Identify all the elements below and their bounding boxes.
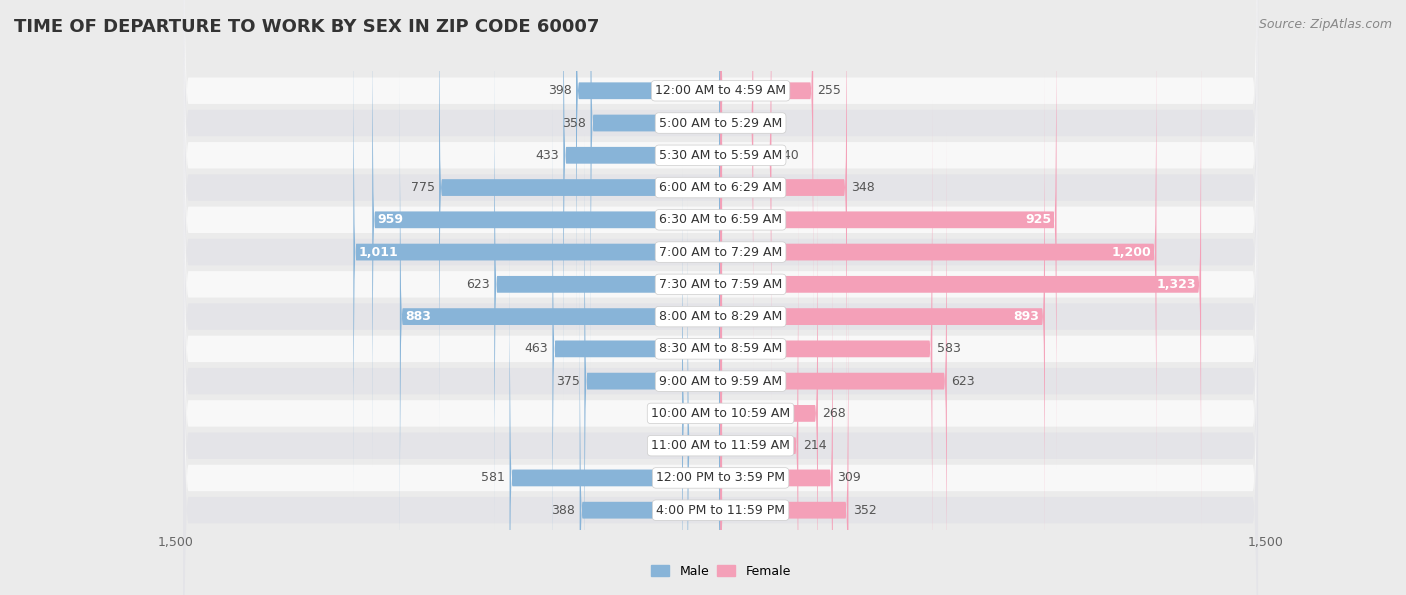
FancyBboxPatch shape <box>183 0 1258 595</box>
FancyBboxPatch shape <box>183 0 1258 562</box>
FancyBboxPatch shape <box>721 35 1201 534</box>
FancyBboxPatch shape <box>721 0 813 340</box>
FancyBboxPatch shape <box>353 2 721 502</box>
FancyBboxPatch shape <box>579 261 721 595</box>
Text: 348: 348 <box>852 181 875 194</box>
Text: TIME OF DEPARTURE TO WORK BY SEX IN ZIP CODE 60007: TIME OF DEPARTURE TO WORK BY SEX IN ZIP … <box>14 18 599 36</box>
FancyBboxPatch shape <box>585 131 721 595</box>
Text: Source: ZipAtlas.com: Source: ZipAtlas.com <box>1258 18 1392 31</box>
FancyBboxPatch shape <box>183 0 1258 595</box>
Text: 12:00 PM to 3:59 PM: 12:00 PM to 3:59 PM <box>657 471 785 484</box>
Text: 6:30 AM to 6:59 AM: 6:30 AM to 6:59 AM <box>659 214 782 226</box>
FancyBboxPatch shape <box>721 0 846 437</box>
Text: 959: 959 <box>378 214 404 226</box>
Text: 775: 775 <box>411 181 434 194</box>
Text: 8:00 AM to 8:29 AM: 8:00 AM to 8:29 AM <box>659 310 782 323</box>
FancyBboxPatch shape <box>183 39 1258 595</box>
Text: 255: 255 <box>817 84 841 97</box>
Text: 106: 106 <box>654 407 678 420</box>
FancyBboxPatch shape <box>553 99 721 595</box>
Text: 11:00 AM to 11:59 AM: 11:00 AM to 11:59 AM <box>651 439 790 452</box>
Text: 7:00 AM to 7:29 AM: 7:00 AM to 7:29 AM <box>659 246 782 259</box>
FancyBboxPatch shape <box>495 35 721 534</box>
FancyBboxPatch shape <box>721 164 818 595</box>
FancyBboxPatch shape <box>576 0 721 340</box>
Text: 623: 623 <box>467 278 489 291</box>
Text: 5:30 AM to 5:59 AM: 5:30 AM to 5:59 AM <box>659 149 782 162</box>
Text: 10:00 AM to 10:59 AM: 10:00 AM to 10:59 AM <box>651 407 790 420</box>
FancyBboxPatch shape <box>183 0 1258 594</box>
FancyBboxPatch shape <box>591 0 721 372</box>
FancyBboxPatch shape <box>564 0 721 405</box>
FancyBboxPatch shape <box>183 0 1258 595</box>
Text: 352: 352 <box>853 504 876 516</box>
FancyBboxPatch shape <box>183 0 1258 595</box>
FancyBboxPatch shape <box>183 0 1258 595</box>
FancyBboxPatch shape <box>682 164 721 595</box>
FancyBboxPatch shape <box>509 228 721 595</box>
FancyBboxPatch shape <box>183 0 1258 595</box>
Text: 583: 583 <box>936 342 960 355</box>
FancyBboxPatch shape <box>721 99 932 595</box>
FancyBboxPatch shape <box>183 0 1258 595</box>
Text: 1,323: 1,323 <box>1156 278 1195 291</box>
FancyBboxPatch shape <box>183 7 1258 595</box>
Text: 140: 140 <box>776 149 800 162</box>
Text: 463: 463 <box>524 342 548 355</box>
Text: 893: 893 <box>1014 310 1039 323</box>
FancyBboxPatch shape <box>721 0 1056 469</box>
Text: 433: 433 <box>536 149 560 162</box>
Text: 9:00 AM to 9:59 AM: 9:00 AM to 9:59 AM <box>659 375 782 387</box>
Text: 1,200: 1,200 <box>1111 246 1152 259</box>
Text: 12:00 AM to 4:59 AM: 12:00 AM to 4:59 AM <box>655 84 786 97</box>
FancyBboxPatch shape <box>721 131 946 595</box>
FancyBboxPatch shape <box>721 2 1156 502</box>
FancyBboxPatch shape <box>688 196 721 595</box>
FancyBboxPatch shape <box>183 0 1258 595</box>
FancyBboxPatch shape <box>373 0 721 469</box>
Text: 581: 581 <box>481 471 505 484</box>
Text: 6:00 AM to 6:29 AM: 6:00 AM to 6:29 AM <box>659 181 782 194</box>
FancyBboxPatch shape <box>721 67 1045 566</box>
Text: 388: 388 <box>551 504 575 516</box>
Text: 8:30 AM to 8:59 AM: 8:30 AM to 8:59 AM <box>659 342 782 355</box>
Text: 398: 398 <box>548 84 572 97</box>
FancyBboxPatch shape <box>399 67 721 566</box>
Text: 4:00 PM to 11:59 PM: 4:00 PM to 11:59 PM <box>657 504 785 516</box>
Text: 375: 375 <box>557 375 581 387</box>
FancyBboxPatch shape <box>721 0 772 405</box>
FancyBboxPatch shape <box>439 0 721 437</box>
Text: 925: 925 <box>1025 214 1052 226</box>
Text: 883: 883 <box>405 310 432 323</box>
Text: 623: 623 <box>952 375 974 387</box>
Text: 5:00 AM to 5:29 AM: 5:00 AM to 5:29 AM <box>659 117 782 130</box>
FancyBboxPatch shape <box>183 0 1258 595</box>
Text: 1,011: 1,011 <box>359 246 398 259</box>
Text: 90: 90 <box>758 117 773 130</box>
FancyBboxPatch shape <box>721 228 832 595</box>
FancyBboxPatch shape <box>183 0 1258 595</box>
FancyBboxPatch shape <box>721 0 754 372</box>
Text: 91: 91 <box>668 439 683 452</box>
Text: 358: 358 <box>562 117 586 130</box>
Text: 7:30 AM to 7:59 AM: 7:30 AM to 7:59 AM <box>659 278 782 291</box>
Text: 309: 309 <box>837 471 860 484</box>
Text: 214: 214 <box>803 439 827 452</box>
Text: 268: 268 <box>823 407 846 420</box>
FancyBboxPatch shape <box>721 196 799 595</box>
FancyBboxPatch shape <box>721 261 848 595</box>
Legend: Male, Female: Male, Female <box>645 560 796 583</box>
